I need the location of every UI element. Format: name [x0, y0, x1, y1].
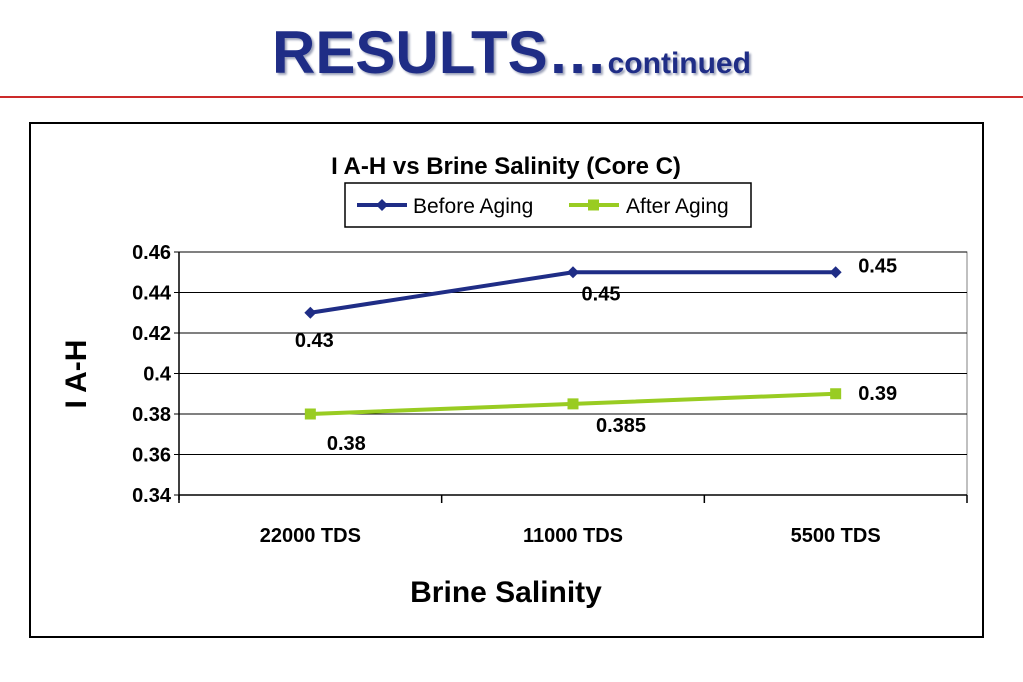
chart-title: I A-H vs Brine Salinity (Core C) [331, 153, 681, 180]
x-tick-label: 22000 TDS [260, 525, 361, 547]
data-point-after-aging [567, 398, 579, 410]
data-point-before-aging [567, 266, 579, 279]
x-axis-title: Brine Salinity [410, 576, 602, 609]
slide-title-main: RESULTS… [272, 19, 608, 86]
data-point-after-aging [304, 408, 316, 420]
data-label: 0.39 [858, 383, 897, 405]
legend-label-before-aging: Before Aging [413, 195, 533, 218]
y-tick-label: 0.44 [132, 283, 172, 305]
title-divider [0, 96, 1023, 98]
data-label: 0.45 [582, 283, 621, 305]
data-point-before-aging [829, 266, 842, 279]
line-chart: I A-H vs Brine Salinity (Core C) 0.46 0.44… [60, 153, 968, 609]
x-tick-label: 5500 TDS [791, 525, 881, 547]
data-label: 0.38 [327, 433, 366, 455]
y-tick-label: 0.46 [132, 242, 171, 264]
slide-title-sub: continued [607, 47, 751, 80]
legend-box [344, 182, 752, 228]
y-axis-title: I A-H [60, 340, 93, 409]
data-label: 0.385 [596, 415, 646, 437]
x-tick-label: 11000 TDS [523, 525, 623, 547]
slide-title: RESULTS…continued [0, 18, 1023, 87]
data-label: 0.43 [295, 330, 334, 352]
y-tick-label: 0.4 [143, 364, 172, 386]
y-tick-label: 0.38 [132, 404, 171, 426]
data-point-after-aging [830, 388, 842, 400]
data-label: 0.45 [858, 255, 897, 277]
chart-frame: I A-H vs Brine Salinity (Core C) 0.46 0.44… [29, 122, 984, 638]
legend-marker-before-aging [376, 199, 388, 211]
y-tick-label: 0.42 [132, 323, 171, 345]
legend-label-after-aging: After Aging [626, 195, 729, 218]
y-tick-label: 0.34 [132, 485, 172, 507]
data-point-before-aging [304, 306, 317, 319]
legend-marker-after-aging [588, 199, 599, 211]
y-tick-label: 0.36 [132, 445, 171, 467]
